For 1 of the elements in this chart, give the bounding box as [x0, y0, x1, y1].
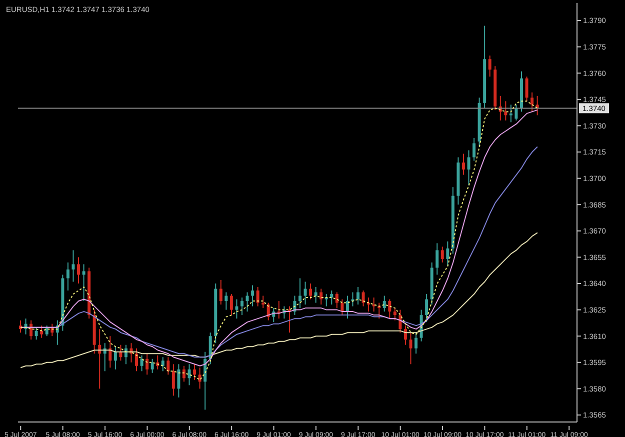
line-series — [20, 232, 538, 368]
